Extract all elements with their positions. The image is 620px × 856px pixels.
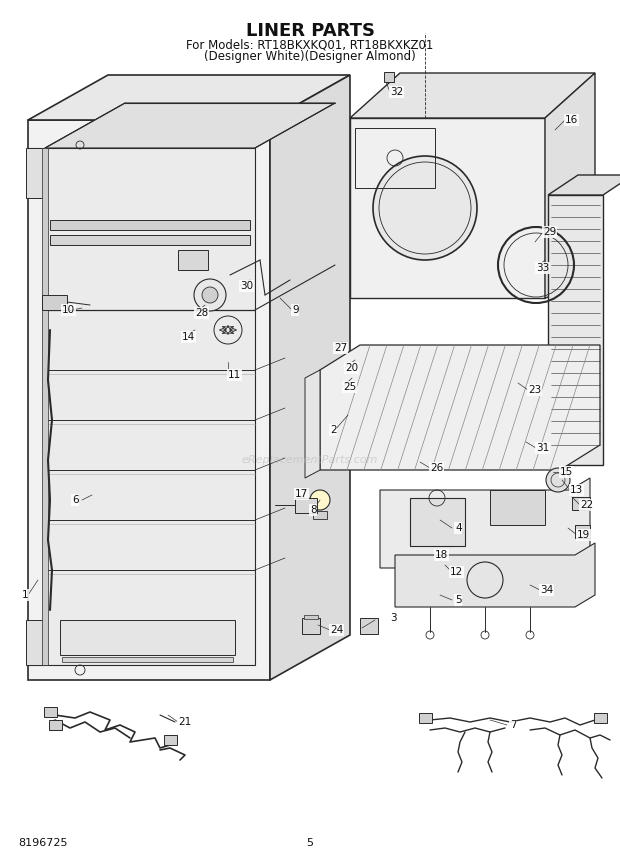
Polygon shape [42, 148, 48, 665]
Text: 15: 15 [560, 467, 574, 477]
Text: 5: 5 [455, 595, 462, 605]
Bar [178, 250, 208, 270]
Bar [313, 511, 327, 519]
Polygon shape [270, 75, 350, 680]
Text: 4: 4 [455, 523, 462, 533]
Polygon shape [548, 195, 603, 465]
Circle shape [373, 156, 477, 260]
Text: 1: 1 [21, 590, 28, 600]
Text: 6: 6 [72, 495, 79, 505]
Circle shape [310, 490, 330, 510]
Bar [410, 498, 465, 546]
Text: 25: 25 [343, 382, 356, 392]
Text: 17: 17 [295, 489, 308, 499]
Polygon shape [305, 370, 320, 478]
Bar [490, 490, 545, 525]
Bar [164, 735, 177, 745]
Text: 16: 16 [565, 115, 578, 125]
Text: For Models: RT18BKXKQ01, RT18BKXKZ01: For Models: RT18BKXKQ01, RT18BKXKZ01 [187, 38, 433, 51]
Text: 12: 12 [450, 567, 463, 577]
Bar [575, 525, 590, 538]
Bar [26, 620, 46, 665]
Polygon shape [350, 73, 595, 118]
Text: 3: 3 [390, 613, 397, 623]
Bar [26, 148, 46, 198]
Polygon shape [380, 478, 590, 568]
Text: 26: 26 [430, 463, 443, 473]
Text: 11: 11 [228, 370, 241, 380]
Text: 22: 22 [580, 500, 593, 510]
Bar [295, 498, 317, 513]
Text: 14: 14 [182, 332, 195, 342]
Text: 28: 28 [195, 308, 208, 318]
Text: 5: 5 [306, 838, 314, 848]
Polygon shape [545, 73, 595, 298]
Polygon shape [45, 148, 255, 665]
Text: 19: 19 [577, 530, 590, 540]
Polygon shape [320, 345, 600, 470]
Bar [44, 707, 57, 717]
Text: 20: 20 [345, 363, 358, 373]
Bar [355, 128, 435, 188]
Bar [594, 713, 607, 723]
Bar [49, 720, 62, 730]
Text: 31: 31 [536, 443, 549, 453]
Bar [302, 618, 320, 634]
Text: 21: 21 [178, 717, 191, 727]
Polygon shape [350, 118, 545, 298]
Polygon shape [28, 75, 350, 120]
Bar [360, 618, 378, 634]
Text: 24: 24 [330, 625, 343, 635]
Bar [50, 220, 250, 230]
Text: 30: 30 [240, 281, 253, 291]
Circle shape [194, 279, 226, 311]
Text: 9: 9 [292, 305, 299, 315]
Bar [50, 235, 250, 245]
Bar [60, 620, 235, 655]
Polygon shape [45, 103, 335, 148]
Polygon shape [548, 175, 620, 195]
Bar [572, 497, 590, 510]
Text: 18: 18 [435, 550, 448, 560]
Circle shape [546, 468, 570, 492]
Text: (Designer White)(Designer Almond): (Designer White)(Designer Almond) [204, 50, 416, 63]
Text: 34: 34 [540, 585, 553, 595]
Text: 33: 33 [536, 263, 549, 273]
Text: 13: 13 [570, 485, 583, 495]
Text: 32: 32 [390, 87, 403, 97]
Text: 8196725: 8196725 [18, 838, 68, 848]
Text: 29: 29 [543, 227, 556, 237]
Circle shape [202, 287, 218, 303]
Text: 2: 2 [330, 425, 337, 435]
Bar [419, 713, 432, 723]
Polygon shape [395, 543, 595, 607]
Text: 27: 27 [334, 343, 347, 353]
Text: eReplacementParts.com: eReplacementParts.com [242, 455, 378, 465]
Bar [62, 657, 233, 662]
Text: 8: 8 [310, 505, 317, 515]
Bar [304, 615, 318, 619]
Bar [384, 72, 394, 82]
Text: 10: 10 [62, 305, 75, 315]
Text: LINER PARTS: LINER PARTS [246, 22, 374, 40]
Text: 7: 7 [510, 720, 516, 730]
Text: 23: 23 [528, 385, 541, 395]
Polygon shape [28, 120, 270, 680]
Bar [42, 295, 67, 310]
